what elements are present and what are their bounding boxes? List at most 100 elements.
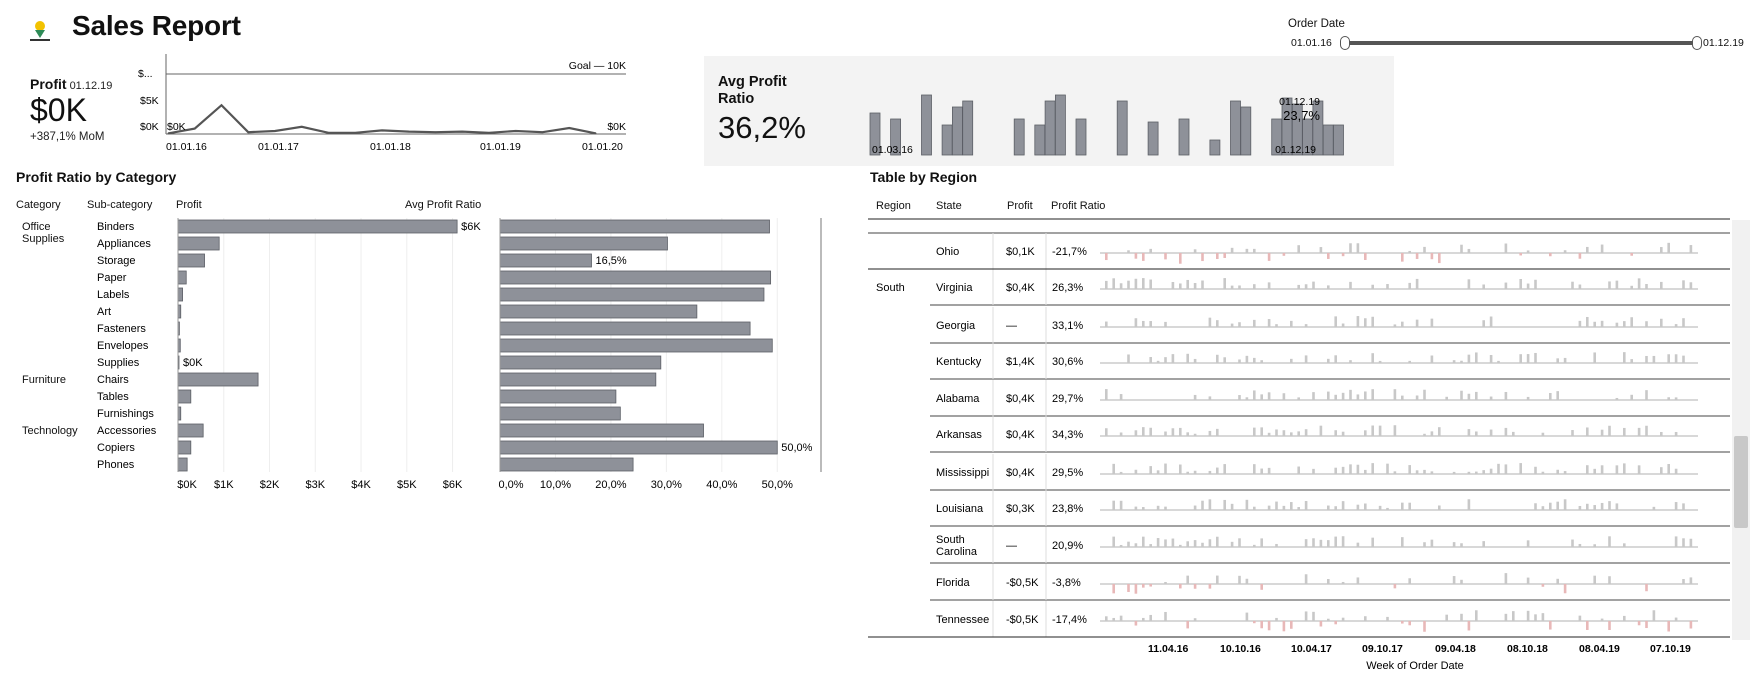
week-bar (1327, 358, 1330, 363)
week-bar (1193, 540, 1197, 547)
region-table[interactable]: Ohio $0,1K -21,7% South Virginia $0,4K 26,3% Ge… (868, 214, 1752, 674)
week-bar (1593, 505, 1596, 510)
col-header-avg-ratio: Avg Profit Ratio (405, 199, 482, 211)
week-bar (1341, 466, 1345, 474)
week-bar (1290, 320, 1293, 327)
week-bar (1386, 284, 1389, 289)
week-bar (1356, 464, 1360, 474)
profit-axis-tick: $5K (397, 479, 417, 491)
week-bar (1253, 464, 1256, 474)
week-bar (1164, 539, 1167, 547)
week-bar (1593, 544, 1596, 547)
region-x-tick: 10.10.16 (1220, 643, 1261, 655)
order-date-slider[interactable] (1340, 36, 1702, 50)
week-bar (1674, 397, 1678, 400)
week-bar (1623, 463, 1626, 474)
week-bar (1334, 430, 1337, 436)
week-bar (1201, 542, 1204, 547)
week-bar (1238, 575, 1241, 584)
week-bar (1645, 621, 1648, 629)
week-bar (1401, 537, 1404, 547)
week-bar (1467, 279, 1471, 289)
week-bar (1171, 428, 1175, 436)
week-bar (1127, 541, 1130, 547)
week-bar (1674, 536, 1678, 547)
week-bar (1467, 354, 1471, 363)
week-bar (1615, 465, 1619, 474)
week-bar (1593, 352, 1596, 363)
profit-bar (177, 457, 188, 472)
week-bar (1475, 610, 1478, 621)
week-bar (1364, 469, 1367, 474)
week-bar (1600, 244, 1604, 253)
week-bar (1423, 469, 1426, 474)
week-bar (1142, 427, 1145, 436)
slider-end-handle[interactable] (1692, 36, 1702, 50)
week-bar (1253, 506, 1256, 510)
week-bar (1674, 502, 1678, 510)
week-bar (1689, 538, 1693, 547)
week-bar (1423, 246, 1426, 253)
week-bar (1563, 584, 1567, 594)
ratio-bar (1333, 124, 1344, 156)
week-bar (1164, 581, 1167, 584)
week-bar (1119, 283, 1123, 289)
week-bar (1164, 506, 1167, 510)
ratio-bar (499, 270, 772, 285)
week-bar (1563, 499, 1567, 510)
week-bar (1201, 253, 1204, 262)
state-ratio: 29,7% (1052, 393, 1083, 405)
state-profit: $0,4K (1006, 393, 1035, 405)
profit-sparkline-chart: $... $5K $0K Goal — 10K $0K $0K 01.01.16… (138, 54, 626, 153)
week-bar (1586, 465, 1589, 474)
profit-point (194, 128, 196, 130)
week-bar (1230, 285, 1234, 289)
week-bar (1682, 318, 1685, 327)
week-bar (1356, 243, 1360, 253)
week-bar (1378, 360, 1382, 363)
week-bar (1645, 355, 1648, 363)
week-bar (1497, 360, 1500, 363)
week-bar (1489, 396, 1493, 400)
week-bar (1267, 392, 1271, 400)
ratio-bar (921, 94, 932, 156)
week-bar (1460, 390, 1463, 400)
ratio-bar (1044, 100, 1056, 156)
week-bar (1586, 316, 1589, 327)
week-bar (1504, 613, 1508, 621)
week-bar (1526, 354, 1530, 363)
week-bar (1208, 430, 1212, 436)
week-bar (1134, 469, 1138, 474)
week-bar (1127, 250, 1130, 253)
week-bar (1312, 392, 1315, 400)
week-bar (1608, 281, 1611, 289)
week-bar (1549, 621, 1552, 630)
week-bar (1297, 245, 1300, 253)
profit-kpi-value: $0K (30, 92, 87, 128)
week-bar (1267, 319, 1271, 327)
profit-bar (177, 236, 220, 251)
week-bar (1142, 253, 1145, 261)
week-bar (1371, 284, 1374, 289)
week-bar (1571, 281, 1574, 289)
ratio-bar-chart: 01.03.16 01.12.19 23,7% 01.12.19 (869, 94, 1344, 156)
week-bar (1282, 505, 1286, 510)
week-bar (1290, 502, 1293, 510)
week-bar (1378, 505, 1382, 510)
ratio-bar (499, 406, 621, 421)
week-bar (1208, 539, 1212, 547)
week-bar (1423, 389, 1426, 400)
week-bar (1534, 466, 1537, 474)
week-bar (1371, 425, 1374, 436)
week-bar (1327, 540, 1330, 547)
week-bar (1179, 283, 1182, 289)
ratio-kpi-title: Avg Profit Ratio (718, 74, 787, 107)
slider-start-handle[interactable] (1340, 36, 1350, 50)
week-bar (1415, 395, 1419, 400)
week-bar (1482, 541, 1485, 547)
week-bar (1341, 431, 1345, 436)
week-bar (1482, 320, 1485, 327)
week-bar (1637, 621, 1641, 626)
week-bar (1290, 432, 1293, 436)
week-bar (1319, 621, 1323, 627)
